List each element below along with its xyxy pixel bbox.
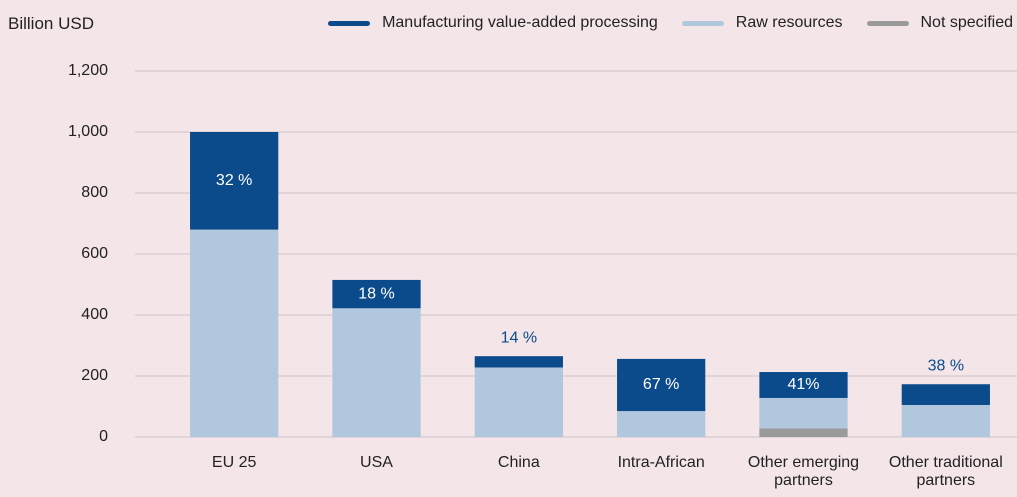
legend-swatch [681, 20, 724, 26]
y-tick-label: 800 [81, 184, 108, 201]
y-tick-label: 0 [99, 428, 108, 445]
bar-segment [190, 229, 279, 437]
bar-segment [759, 372, 848, 398]
legend-item: Not specified [866, 14, 1014, 32]
legend-item: Manufacturing value-added processing [328, 14, 658, 32]
legend-label: Manufacturing value-added processing [382, 14, 658, 31]
bar-segment [474, 356, 563, 368]
bar-segment [474, 367, 563, 437]
data-label: 14 % [501, 329, 537, 346]
data-label: 41% [787, 376, 819, 393]
legend: Manufacturing value-added processing Raw … [328, 14, 1013, 32]
legend-swatch [328, 20, 371, 26]
bar-segment [332, 279, 421, 309]
legend-label: Not specified [920, 14, 1014, 31]
y-tick-label: 200 [81, 367, 108, 384]
y-axis-label: Billion USD [8, 14, 94, 33]
legend-swatch [866, 20, 909, 26]
x-tick-label: EU 25 [211, 454, 257, 471]
x-tick-label: China [497, 454, 540, 471]
x-tick-label: Intra-African [617, 454, 705, 471]
legend-label: Raw resources [735, 14, 843, 31]
x-tick-label: Other traditional partners [888, 454, 1003, 489]
data-label: 32 % [216, 172, 252, 189]
y-tick-label: 1,000 [68, 123, 108, 140]
x-tick-label: USA [360, 454, 393, 471]
y-tick-label: 600 [81, 245, 108, 262]
y-tick-label: 400 [81, 306, 108, 323]
bar-segment [759, 397, 848, 429]
x-tick-label: Other emerging partners [747, 454, 860, 489]
data-label: 67 % [643, 376, 679, 393]
bar-segment [901, 404, 990, 437]
data-label: 38 % [928, 357, 964, 374]
bar-segment [617, 358, 706, 412]
bar-segment [332, 308, 421, 437]
y-tick-label: 1,200 [68, 62, 108, 79]
data-label: 18 % [358, 285, 394, 302]
bar-segment [901, 384, 990, 405]
legend-item: Raw resources [681, 14, 843, 32]
bar-segment [617, 411, 706, 437]
bar-segment [759, 428, 848, 437]
bar-segment [190, 132, 279, 230]
